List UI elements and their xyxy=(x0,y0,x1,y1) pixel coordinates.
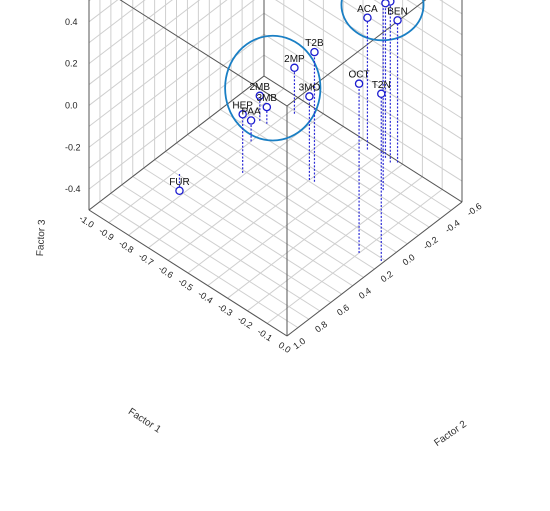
factor-1-tick-label: -0.4 xyxy=(196,289,214,306)
data-point-marker xyxy=(393,16,402,25)
factor-1-tick-label: -0.1 xyxy=(256,326,274,343)
factor-1-tick-label: -0.5 xyxy=(176,276,194,293)
box-frame-edge xyxy=(88,209,288,337)
factor-2-tick-label: -0.6 xyxy=(465,201,483,218)
wall-grid-line xyxy=(88,0,463,85)
point-labels: T2NOCTFURHEPT2OT2B3MOHEXBENACOACA2MPPAA2… xyxy=(169,0,408,188)
floor-grid-line xyxy=(230,100,430,228)
data-point-marker xyxy=(363,13,372,23)
point-label: FUR xyxy=(169,177,190,188)
axis-title-factor-1: Factor 1 xyxy=(126,406,163,435)
point-label: HEP xyxy=(232,100,253,111)
drop-lines xyxy=(178,0,399,262)
point-label: T2B xyxy=(305,38,324,49)
box-frame-edge xyxy=(263,75,463,203)
factor-2-tick-label: -0.2 xyxy=(421,234,439,251)
box-frame-edge xyxy=(88,75,265,211)
floor-grid-line xyxy=(176,142,375,270)
floor-grid-line xyxy=(99,201,299,329)
highlight-ellipse xyxy=(340,0,425,42)
point-label: OCT xyxy=(349,70,370,81)
factor-2-tick-label: 0.8 xyxy=(313,319,329,334)
factor-2-tick-label: 0.0 xyxy=(401,252,417,267)
floor-grid-line xyxy=(121,184,321,312)
floor-grid-line xyxy=(165,150,364,278)
data-point-marker xyxy=(377,89,386,99)
factor-1-tick-label: -0.8 xyxy=(117,238,135,255)
floor-grid-line xyxy=(219,109,419,236)
highlight-ellipses xyxy=(224,0,425,142)
factor-2-tick-label: 0.6 xyxy=(335,302,351,317)
factor-2-tick-label: 1.0 xyxy=(291,336,307,351)
point-label: PAA xyxy=(241,106,261,117)
factor-3-tick-label: 0.2 xyxy=(65,59,78,69)
floor-grid-line xyxy=(110,192,310,320)
floor-grid-line xyxy=(154,159,353,287)
factor-2-tick-label: -0.4 xyxy=(443,218,461,235)
box-frame-edge xyxy=(286,201,463,337)
factor-3-tick-label: 0.0 xyxy=(65,100,78,110)
floor-grid-line xyxy=(209,117,408,245)
floor-grid-line xyxy=(198,125,397,253)
factor-1-tick-label: -0.6 xyxy=(157,263,175,280)
factor-2-tick-label: 0.2 xyxy=(379,269,395,284)
data-point-marker xyxy=(305,92,314,101)
axis-title-factor-2: Factor 2 xyxy=(432,419,469,449)
wall-grid-line xyxy=(88,0,463,65)
factor-1-tick-label: 0.0 xyxy=(277,340,293,355)
data-point-marker xyxy=(262,102,272,112)
factor-1-tick-label: -1.0 xyxy=(77,213,95,230)
factor-2-tick-label: 0.4 xyxy=(357,286,373,301)
data-point-marker xyxy=(354,79,364,88)
point-label: 2MP xyxy=(284,54,305,65)
box-frame-edge xyxy=(119,0,288,107)
floor-grid-line xyxy=(241,92,441,220)
factor-3-tick-label: 0.4 xyxy=(65,17,78,27)
point-label: BEN xyxy=(387,6,408,17)
factor-1-tick-label: -0.7 xyxy=(137,251,155,268)
data-point-marker xyxy=(175,186,184,196)
data-point-marker xyxy=(255,91,265,101)
floor-grid-line xyxy=(187,134,386,262)
data-points xyxy=(175,0,402,196)
data-point-marker xyxy=(290,63,299,73)
axis-title-factor-3: Factor 3 xyxy=(35,219,48,257)
point-label: ACA xyxy=(357,4,378,15)
factor-3-tick-label: -0.4 xyxy=(65,184,81,194)
point-label: 3MO xyxy=(299,82,321,93)
chart-walls xyxy=(88,0,463,337)
wall-grid-line xyxy=(88,0,463,127)
wall-grid-line xyxy=(88,0,463,106)
point-label: 3MB xyxy=(257,93,278,104)
data-point-marker xyxy=(246,116,256,125)
highlight-ellipse xyxy=(224,34,322,142)
data-point-marker xyxy=(310,47,319,57)
point-label: 2MB xyxy=(250,82,271,93)
point-label: T2N xyxy=(372,80,391,91)
factor-1-tick-label: -0.3 xyxy=(216,301,234,318)
factor-1-tick-label: -0.9 xyxy=(97,226,115,243)
data-point-marker xyxy=(238,110,247,119)
floor-grid-line xyxy=(132,176,332,303)
factor-1-tick-label: -0.2 xyxy=(236,314,254,331)
factor-3-tick-label: -0.2 xyxy=(65,142,81,152)
data-point-marker xyxy=(381,0,390,8)
